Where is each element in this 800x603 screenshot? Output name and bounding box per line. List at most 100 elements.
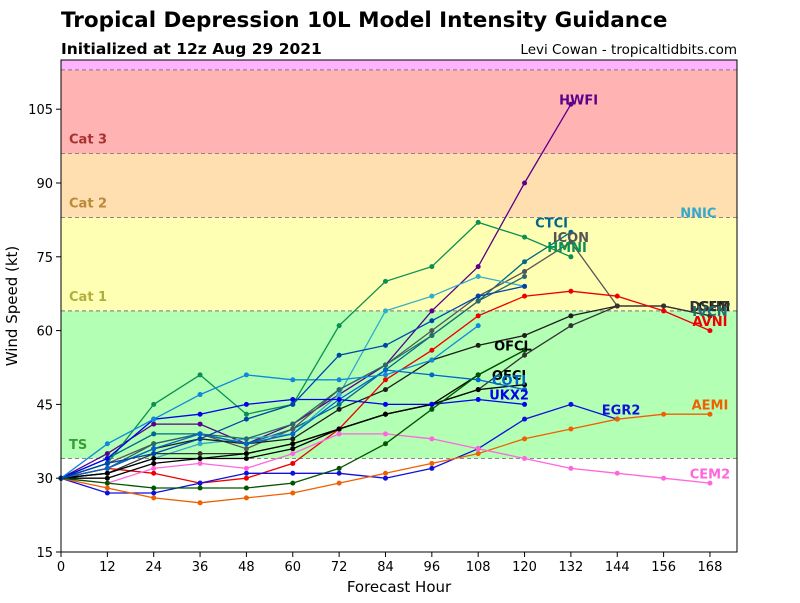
series-point-ukx2 — [336, 396, 342, 402]
series-point-ofci — [382, 411, 388, 417]
y-tick-label: 15 — [36, 546, 53, 561]
series-point-model-18 — [336, 352, 342, 358]
series-point-model-18 — [151, 451, 157, 457]
category-threshold-lines — [61, 69, 737, 460]
series-point-coti — [429, 372, 435, 378]
y-axis: 15 30 45 60 75 90 105 — [28, 103, 61, 561]
band-cat-2 — [61, 153, 737, 218]
series-label-egr2: EGR2 — [602, 403, 641, 418]
series-point-model-16 — [475, 372, 481, 378]
series-point-lgem — [568, 313, 574, 319]
series-point-ctci — [336, 401, 342, 407]
series-point-model-17 — [429, 357, 435, 363]
series-point-cem2 — [151, 465, 157, 471]
series-point-model-18 — [243, 416, 249, 422]
series-point-egr2 — [336, 470, 342, 476]
x-axis: 0 12 24 36 48 60 72 84 96 108 120 132 144 156 168 — [57, 552, 722, 575]
series-point-model-17 — [104, 441, 110, 447]
series-point-coti — [197, 431, 203, 437]
series-label-nnic: NNIC — [680, 207, 716, 222]
series-point-egr2 — [197, 480, 203, 486]
series-point-model-17 — [475, 323, 481, 329]
x-tick-label: 108 — [466, 560, 491, 575]
series-point-model-16 — [243, 485, 249, 491]
series-point-egr2 — [243, 470, 249, 476]
band-label: Cat 1 — [69, 290, 107, 305]
series-point-aemi — [614, 416, 620, 422]
series-point-model-18 — [475, 293, 481, 299]
series-point-cem2 — [290, 451, 296, 457]
series-point-coti — [522, 387, 528, 393]
series-line-hmni — [60, 221, 572, 479]
series-point-ukx2 — [429, 401, 435, 407]
x-axis-label: Forecast Hour — [347, 578, 452, 596]
series-point-model-17 — [151, 416, 157, 422]
series-point-model-18 — [290, 401, 296, 407]
y-tick-label: 105 — [28, 103, 53, 118]
series-point-icon — [243, 446, 249, 452]
series-point-ofci — [290, 446, 296, 452]
series-point-egr2 — [104, 490, 110, 496]
series-point-aemi — [104, 485, 110, 491]
series-point-lgem — [522, 333, 528, 339]
series-point-nnic — [336, 392, 342, 398]
series-point-hwfi — [568, 101, 574, 107]
series-point-ukx2 — [290, 396, 296, 402]
series-point-hmni — [336, 323, 342, 329]
series-point-hmni — [243, 411, 249, 417]
series-label-ctci: CTCI — [535, 216, 568, 231]
series-point-hmni — [197, 372, 203, 378]
series-label-aemi: AEMI — [692, 398, 729, 413]
series-label-dshp: DSHP — [690, 300, 731, 315]
plot-frame — [60, 59, 738, 553]
series-point-aemi — [568, 426, 574, 432]
series-point-hmni — [475, 219, 481, 225]
y-axis-label: Wind Speed (kt) — [3, 246, 21, 367]
series-point-dshp — [661, 303, 667, 309]
series-point-ctci — [522, 259, 528, 265]
series-point-aemi — [382, 470, 388, 476]
band-label: Cat 2 — [69, 197, 107, 212]
series-point-cem2 — [568, 465, 574, 471]
series-point-ofci — [197, 456, 203, 462]
series-point-ivcn — [429, 333, 435, 339]
series-point-icon — [429, 328, 435, 334]
series-point-hmni — [151, 401, 157, 407]
x-tick-label: 12 — [99, 560, 116, 575]
series-point-avni — [382, 377, 388, 383]
series-point-coti — [382, 367, 388, 373]
series-point-ukx2 — [475, 396, 481, 402]
chart-credit: Levi Cowan - tropicaltidbits.com — [520, 42, 737, 58]
series-point-hmni — [429, 264, 435, 270]
series-point-coti — [290, 431, 296, 437]
series-point-cem2 — [475, 446, 481, 452]
series-point-model-16 — [197, 485, 203, 491]
series-point-aemi — [243, 495, 249, 501]
x-tick-label: 120 — [512, 560, 537, 575]
series-point-coti — [475, 377, 481, 383]
series-point-avni — [290, 460, 296, 466]
x-tick-label: 48 — [238, 560, 255, 575]
series-label-cem2: CEM2 — [690, 467, 730, 482]
series-point-ofci — [336, 426, 342, 432]
series-point-aemi — [707, 411, 713, 417]
series-point-hmni — [568, 254, 574, 260]
series-point-nnic — [475, 273, 481, 279]
series-point-cem2 — [429, 436, 435, 442]
series-point-dshp — [614, 303, 620, 309]
series-point-avni — [429, 347, 435, 353]
x-tick-label: 24 — [145, 560, 162, 575]
series-point-model-16 — [336, 465, 342, 471]
series-point-model-18 — [429, 318, 435, 324]
series-point-model-18 — [104, 460, 110, 466]
x-tick-label: 132 — [558, 560, 583, 575]
series-point-hwfi — [475, 264, 481, 270]
series-point-hmni — [522, 234, 528, 240]
series-label-lgem: LGEM — [690, 300, 731, 315]
x-tick-label: 72 — [331, 560, 348, 575]
series-label-icon: ICON — [553, 231, 589, 246]
series-point-cem2 — [707, 480, 713, 486]
series-point-cem2 — [382, 431, 388, 437]
series-label-hmni: HMNI — [547, 241, 587, 256]
